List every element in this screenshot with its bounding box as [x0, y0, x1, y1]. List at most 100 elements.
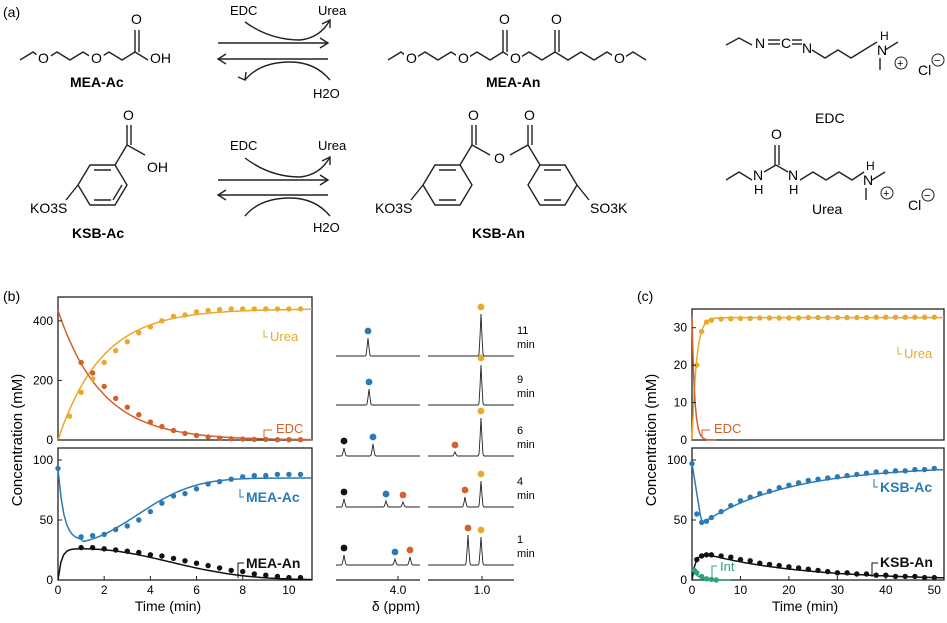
edc-structure: [725, 37, 899, 70]
ksb-ac-structure: [65, 125, 146, 206]
edc-reagent-2: EDC: [230, 138, 257, 153]
data-point-mea-ac: [297, 471, 304, 478]
data-point-urea: [776, 315, 782, 321]
mea-an-o3: O: [510, 50, 521, 66]
nmr-time-unit: min: [517, 388, 535, 400]
data-point-urea: [902, 314, 908, 320]
nmr-peak-marker: [340, 544, 348, 552]
data-point-mea-ac: [228, 476, 234, 482]
c-int-leader: [711, 565, 717, 578]
c-bottom-ytick-label: 100: [667, 453, 687, 467]
c-urea-leader: [897, 347, 902, 355]
c-top-ytick-label: 30: [674, 321, 688, 335]
data-point-urea: [124, 339, 130, 345]
nmr-xlabel: δ (ppm): [372, 598, 420, 614]
data-point-ksb-an: [805, 566, 811, 572]
data-point-urea: [921, 314, 928, 320]
urea-h2: H: [789, 182, 798, 197]
nmr-peak-marker: [369, 433, 377, 441]
data-point-mea-ac: [124, 523, 130, 529]
data-point-urea: [182, 312, 188, 318]
b-xtick-label: 8: [239, 583, 246, 597]
edc-cl: Cl: [918, 62, 931, 78]
data-point-ksb-an: [825, 568, 831, 575]
data-point-ksb-an: [718, 553, 724, 559]
water-2: H2O: [313, 220, 340, 235]
urea-h3: H: [866, 159, 875, 173]
b-ylabel: Concentration (mM): [9, 374, 26, 507]
data-point-mea-ac: [182, 490, 188, 497]
equilibrium-arrows-1: [216, 18, 331, 82]
data-point-edc: [228, 436, 234, 442]
data-point-mea-ac: [216, 478, 223, 485]
data-point-mea-an: [147, 552, 154, 558]
data-point-edc: [170, 427, 177, 434]
data-point-mea-an: [274, 573, 281, 580]
data-point-int: [694, 570, 700, 576]
data-point-ksb-ac: [747, 494, 753, 500]
data-point-ksb-ac: [863, 470, 870, 476]
ksb-an-co1: O: [468, 107, 479, 123]
urea-minus: −: [924, 190, 930, 202]
nmr-peak-marker: [464, 524, 472, 532]
nmr-spectrum-line: [428, 364, 514, 406]
b-an-leader: [237, 562, 244, 578]
data-point-mea-ac: [170, 493, 177, 499]
ksb-an-co2: O: [524, 107, 535, 123]
data-point-ksb-ac: [844, 472, 850, 479]
data-point-urea: [873, 314, 879, 320]
data-point-ksb-an: [902, 573, 908, 580]
data-point-urea: [786, 315, 792, 321]
data-point-mea-ac: [147, 508, 154, 515]
b-xtick-label: 2: [101, 583, 108, 597]
data-point-ksb-an: [892, 573, 899, 580]
data-point-urea: [728, 316, 734, 322]
data-point-mea-an: [170, 555, 177, 562]
data-point-edc: [136, 412, 142, 418]
data-point-mea-an: [124, 548, 130, 554]
data-point-mea-an: [78, 544, 84, 551]
c-an-leader: [871, 562, 878, 577]
water-1: H2O: [313, 86, 340, 101]
b-xtick-label: 4: [147, 583, 154, 597]
data-point-edc: [286, 437, 292, 443]
data-point-urea: [931, 314, 937, 320]
mea-ac-o1: O: [38, 50, 49, 66]
b-xtick-label: 0: [55, 583, 62, 597]
ksb-an-o: O: [494, 150, 505, 166]
data-point-edc: [89, 370, 96, 376]
data-point-ksb-an: [795, 565, 802, 571]
data-point-edc: [124, 404, 130, 410]
data-point-ksb-ac: [708, 514, 715, 521]
nmr-peak-marker: [406, 546, 414, 554]
c-top-ytick-label: 20: [674, 358, 688, 372]
data-point-mea-ac: [286, 471, 292, 478]
data-point-urea: [825, 314, 831, 321]
data-point-urea: [297, 306, 304, 312]
data-point-mea-ac: [78, 534, 84, 540]
data-point-int: [713, 577, 719, 583]
data-point-ksb-an: [776, 562, 782, 569]
b-ac-leader: [239, 489, 244, 498]
edc-reagent-1: EDC: [230, 3, 257, 18]
data-point-edc: [240, 436, 246, 442]
b-top-ytick-label: 200: [33, 373, 53, 387]
edc-n2: N: [802, 40, 812, 56]
plot-frame: [57, 296, 313, 441]
b-top-ytick-label: 0: [46, 433, 53, 447]
nmr-spectrum-line: [336, 337, 420, 357]
data-point-ksb-ac: [694, 511, 700, 517]
data-point-urea: [844, 314, 850, 321]
svg-text:O: O: [91, 50, 102, 66]
nmr-peak-marker: [399, 491, 407, 499]
data-point-urea: [912, 314, 918, 320]
data-point-mea-an: [193, 560, 200, 566]
b-xtick-label: 10: [282, 583, 296, 597]
nmr-time-value: 9: [517, 374, 523, 386]
urea-n2: N: [788, 167, 798, 183]
c-ac-label: KSB-Ac: [880, 479, 932, 495]
nmr-time-value: 1: [517, 534, 523, 546]
svg-text:O: O: [38, 50, 49, 66]
data-point-int: [708, 576, 715, 583]
